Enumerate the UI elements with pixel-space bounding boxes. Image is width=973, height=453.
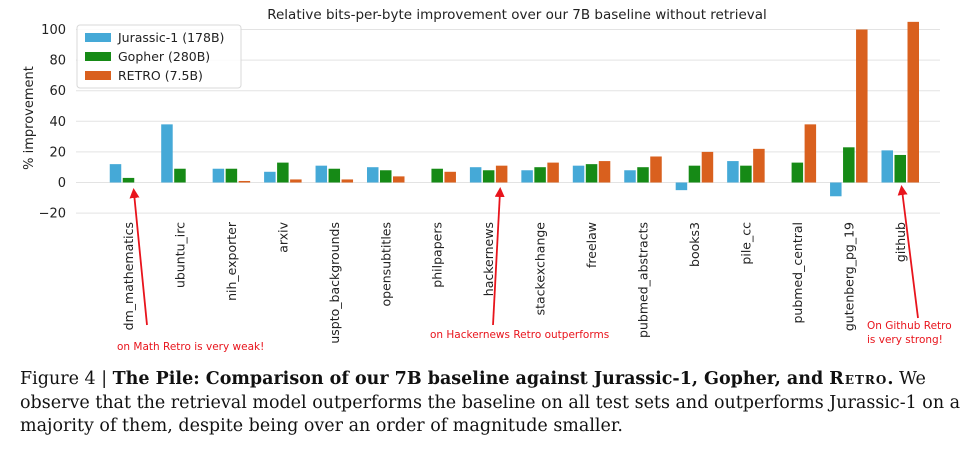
bar-gopher-280b-pubmed-central xyxy=(791,162,804,183)
x-tick-label-philpapers: philpapers xyxy=(430,222,445,288)
bar-gopher-280b-hackernews xyxy=(482,170,495,183)
caption-retro: Retro xyxy=(829,369,888,389)
legend-swatch-jurassic xyxy=(85,33,111,42)
bar-retro-7-5b-nih-exporter xyxy=(238,180,251,183)
chart-title: Relative bits-per-byte improvement over … xyxy=(267,7,767,23)
caption-bold-text: The Pile: Comparison of our 7B baseline … xyxy=(112,369,830,389)
bar-retro-7-5b-books3 xyxy=(701,151,714,183)
bar-gopher-280b-gutenberg-pg-19 xyxy=(843,147,855,183)
bar-jurassic-1-178b-pubmed-abstracts xyxy=(624,170,636,183)
y-tick-label: 40 xyxy=(49,115,66,130)
bar-jurassic-1-178b-dm-mathematics xyxy=(109,164,122,183)
y-tick-label: 20 xyxy=(49,145,66,160)
bar-retro-7-5b-pubmed-central xyxy=(804,124,817,183)
x-axis-ticks: dm_mathematics ubuntu_irc nih_exporter arxi… xyxy=(121,221,908,343)
y-tick-label: −20 xyxy=(39,207,66,222)
math-arrow xyxy=(129,188,148,326)
y-tick-label: 60 xyxy=(49,84,66,99)
bar-gopher-280b-freelaw xyxy=(585,164,598,183)
x-tick-label-pubmed-central: pubmed_central xyxy=(790,222,805,324)
github-annotation-line2: is very strong! xyxy=(867,334,943,346)
bar-retro-7-5b-github xyxy=(907,21,919,183)
x-tick-label-arxiv: arxiv xyxy=(275,221,290,252)
caption-bold-title: The Pile: Comparison of our 7B baseline … xyxy=(113,369,894,389)
x-tick-label-pubmed-abstracts: pubmed_abstracts xyxy=(636,222,651,338)
bar-gopher-280b-uspto-backgrounds xyxy=(328,168,341,183)
hackernews-annotation: on Hackernews Retro outperforms xyxy=(430,329,609,341)
github-arrow xyxy=(897,185,919,319)
math-annotation: on Math Retro is very weak! xyxy=(117,341,264,353)
bar-chart: Relative bits-per-byte improvement over … xyxy=(22,7,952,353)
bar-jurassic-1-178b-uspto-backgrounds xyxy=(315,165,328,183)
bar-retro-7-5b-opensubtitles xyxy=(393,176,405,183)
bar-gopher-280b-books3 xyxy=(688,165,701,183)
legend: Jurassic-1 (178B) Gopher (280B) RETRO (7… xyxy=(76,24,242,89)
bar-jurassic-1-178b-gutenberg-pg-19 xyxy=(830,182,842,197)
x-tick-label-uspto-backgrounds: uspto_backgrounds xyxy=(327,222,342,344)
x-tick-label-pile-cc: pile_cc xyxy=(738,222,753,265)
hackernews-arrow xyxy=(492,187,505,326)
y-axis-ticks: 100 80 60 40 20 0 −20 xyxy=(39,23,66,222)
bar-jurassic-1-178b-ubuntu-irc xyxy=(161,124,173,183)
caption-body: We observe that the retrieval model outp… xyxy=(20,369,961,436)
bar-retro-7-5b-pile-cc xyxy=(753,148,765,183)
bar-gopher-280b-dm-mathematics xyxy=(122,177,135,183)
bar-jurassic-1-178b-arxiv xyxy=(264,171,276,183)
bar-retro-7-5b-hackernews xyxy=(495,165,508,183)
legend-label-retro: RETRO (7.5B) xyxy=(118,68,203,83)
bar-gopher-280b-stackexchange xyxy=(534,167,546,183)
x-tick-label-hackernews: hackernews xyxy=(481,222,496,296)
bar-retro-7-5b-arxiv xyxy=(290,179,302,183)
legend-swatch-gopher xyxy=(85,52,111,61)
legend-label-gopher: Gopher (280B) xyxy=(118,49,210,64)
bar-gopher-280b-opensubtitles xyxy=(380,170,392,183)
bar-gopher-280b-philpapers xyxy=(431,168,443,183)
bar-gopher-280b-pubmed-abstracts xyxy=(637,167,649,183)
bar-retro-7-5b-philpapers xyxy=(444,171,456,183)
annotations: on Math Retro is very weak! on Hackernew… xyxy=(117,185,952,353)
bar-jurassic-1-178b-pile-cc xyxy=(727,161,739,183)
bar-retro-7-5b-gutenberg-pg-19 xyxy=(856,29,868,183)
x-tick-label-opensubtitles: opensubtitles xyxy=(378,222,393,307)
bar-gopher-280b-pile-cc xyxy=(740,165,752,183)
bar-jurassic-1-178b-freelaw xyxy=(572,165,585,183)
bar-gopher-280b-github xyxy=(894,154,906,183)
bar-gopher-280b-arxiv xyxy=(277,162,289,183)
y-tick-label: 100 xyxy=(41,23,66,38)
bar-jurassic-1-178b-github xyxy=(881,150,893,183)
x-tick-label-gutenberg-pg-19: gutenberg_pg_19 xyxy=(841,222,856,331)
y-tick-label: 0 xyxy=(58,176,66,191)
x-tick-label-github: github xyxy=(893,222,908,262)
figure-label: Figure 4 | xyxy=(20,369,113,389)
bar-retro-7-5b-pubmed-abstracts xyxy=(650,156,662,183)
x-tick-label-ubuntu-irc: ubuntu_irc xyxy=(172,222,187,288)
x-tick-label-books3: books3 xyxy=(687,222,702,267)
bar-retro-7-5b-uspto-backgrounds xyxy=(341,179,354,183)
bars xyxy=(109,21,919,197)
bar-jurassic-1-178b-opensubtitles xyxy=(367,167,379,183)
bar-jurassic-1-178b-hackernews xyxy=(469,167,482,183)
x-tick-label-nih-exporter: nih_exporter xyxy=(224,221,239,301)
legend-label-jurassic: Jurassic-1 (178B) xyxy=(117,30,224,45)
y-axis-label: % improvement xyxy=(22,66,37,170)
bar-jurassic-1-178b-nih-exporter xyxy=(212,168,225,183)
y-tick-label: 80 xyxy=(49,54,66,69)
bar-jurassic-1-178b-books3 xyxy=(675,182,688,191)
figure-caption: Figure 4 | The Pile: Comparison of our 7… xyxy=(20,368,965,439)
legend-frame xyxy=(76,24,242,89)
bar-retro-7-5b-stackexchange xyxy=(547,162,559,183)
github-annotation-line1: On Github Retro xyxy=(867,320,952,332)
legend-swatch-retro xyxy=(85,71,111,80)
x-tick-label-stackexchange: stackexchange xyxy=(533,222,548,316)
bar-gopher-280b-ubuntu-irc xyxy=(174,168,186,183)
x-tick-label-freelaw: freelaw xyxy=(584,222,599,268)
bar-gopher-280b-nih-exporter xyxy=(225,168,238,183)
bar-retro-7-5b-freelaw xyxy=(598,161,611,183)
caption-bold-end: . xyxy=(887,369,894,389)
x-tick-label-dm-mathematics: dm_mathematics xyxy=(121,222,136,330)
bar-jurassic-1-178b-stackexchange xyxy=(521,170,533,183)
